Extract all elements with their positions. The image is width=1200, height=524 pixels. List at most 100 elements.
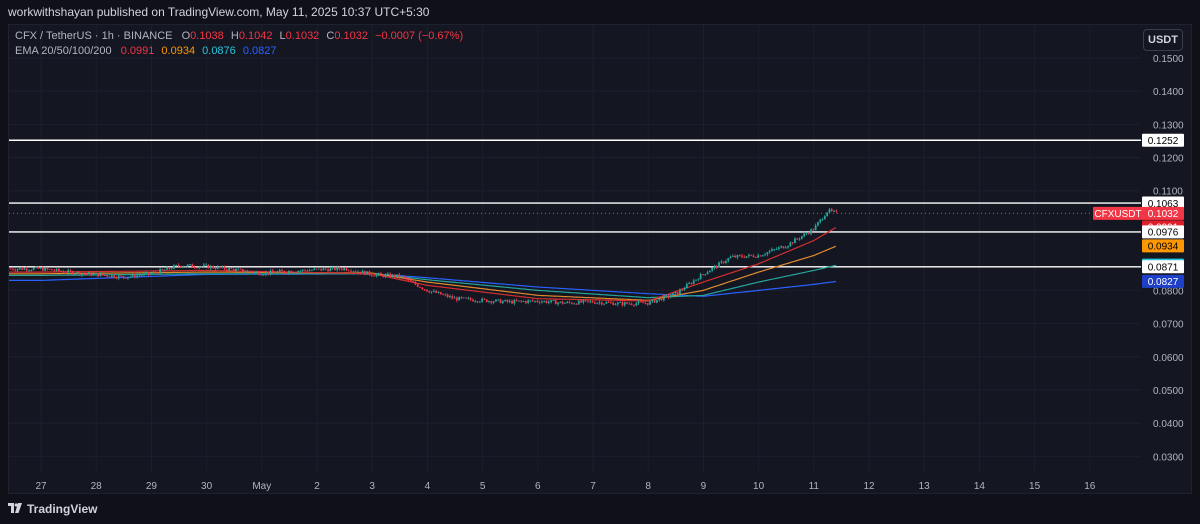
candle-body <box>736 255 739 258</box>
candle-body <box>800 236 803 239</box>
price-label-bg <box>1142 239 1184 253</box>
candle-body <box>71 271 74 275</box>
candle-body <box>561 301 564 304</box>
candle-body <box>407 279 410 281</box>
candle-body <box>41 267 44 271</box>
candle-body <box>216 266 219 269</box>
candle-body <box>384 274 387 277</box>
candle-body <box>780 246 783 248</box>
x-tick-label: 13 <box>919 481 931 492</box>
candle-body <box>138 275 141 277</box>
candle-body <box>485 299 488 303</box>
candle-body <box>504 300 507 302</box>
price-label: 0.0827 <box>1142 274 1184 288</box>
ohlc-open-value: 0.1038 <box>190 30 224 42</box>
price-chart[interactable]: 0.1500 0.1400 0.1300 0.1200 0.1100 0.0800 0.07… <box>9 25 1191 493</box>
candle-body <box>120 275 122 277</box>
y-tick-label: 0.0700 <box>1153 320 1184 331</box>
candle-body <box>460 296 463 298</box>
candle-body <box>789 242 792 246</box>
price-label-bg <box>1093 206 1143 220</box>
candle-body <box>244 271 247 273</box>
candle-body <box>524 301 527 303</box>
candle-body <box>170 268 173 270</box>
candle-body <box>258 271 260 275</box>
candle-body <box>446 294 449 298</box>
candle-body <box>396 274 398 278</box>
candle-body <box>794 238 796 244</box>
candle-body <box>39 267 42 269</box>
candle-body <box>821 219 824 221</box>
candle-body <box>16 269 19 271</box>
candle-body <box>474 301 477 303</box>
candle-body <box>577 300 580 305</box>
candle-body <box>223 266 226 270</box>
currency-button[interactable]: USDT <box>1143 29 1183 51</box>
candle-body <box>651 299 654 302</box>
candle-body <box>21 268 24 270</box>
candle-body <box>513 300 516 304</box>
candle-body <box>99 273 102 277</box>
candle-body <box>274 272 277 273</box>
candle-body <box>782 246 785 249</box>
candle-body <box>124 277 127 279</box>
price-label-text: 0.1063 <box>1148 199 1179 210</box>
symbol-info[interactable]: CFX / TetherUS · 1h · BINANCE <box>15 30 173 42</box>
price-label-bg <box>1142 196 1184 210</box>
candle-body <box>798 238 801 240</box>
candle-body <box>400 276 403 278</box>
price-label-text: 0.0934 <box>1148 242 1179 253</box>
candle-body <box>389 273 392 278</box>
candle-body <box>159 269 162 274</box>
candle-body <box>101 273 104 276</box>
candle-body <box>391 274 394 278</box>
candle-body <box>729 256 732 259</box>
candle-body <box>331 267 334 269</box>
candle-body <box>690 283 693 284</box>
candle-body <box>168 267 171 269</box>
candle-body <box>748 254 750 257</box>
candle-body <box>626 302 628 304</box>
candle-body <box>531 300 534 302</box>
candle-body <box>596 302 599 304</box>
candle-body <box>495 299 497 302</box>
candle-body <box>428 291 431 293</box>
tradingview-logo-icon <box>8 503 22 513</box>
candle-body <box>108 276 111 278</box>
y-tick-label: 0.1500 <box>1153 54 1184 65</box>
candle-body <box>830 209 833 211</box>
candle-body <box>191 264 194 268</box>
candle-body <box>702 274 704 275</box>
candle-body <box>543 300 546 302</box>
candle-body <box>83 273 86 275</box>
candle-body <box>720 261 723 263</box>
x-tick-label: 9 <box>701 481 707 492</box>
candle-body <box>253 271 256 273</box>
price-label-bg <box>1142 133 1184 147</box>
chart-area[interactable]: 0.1500 0.1400 0.1300 0.1200 0.1100 0.0800 0.07… <box>8 24 1192 494</box>
candle-body <box>393 274 396 278</box>
candle-body <box>826 212 829 217</box>
candle-body <box>209 266 212 269</box>
plot-background <box>9 25 1191 493</box>
candle-body <box>472 299 474 302</box>
candle-body <box>791 242 794 244</box>
candle-body <box>235 268 237 272</box>
ema-label[interactable]: EMA 20/50/100/200 <box>15 45 112 57</box>
candle-body <box>23 268 26 270</box>
candle-body <box>113 275 116 278</box>
candle-body <box>639 301 642 303</box>
candle-body <box>688 283 691 285</box>
candle-body <box>522 301 525 303</box>
candle-body <box>196 267 198 269</box>
candle-body <box>12 268 14 270</box>
candle-body <box>511 300 513 304</box>
ohlc-close-value: 0.1032 <box>334 30 368 42</box>
price-label-text: 0.1032 <box>1148 209 1179 220</box>
candle-body <box>136 275 139 278</box>
candle-body <box>239 268 242 270</box>
candle-body <box>478 301 481 303</box>
candle-body <box>823 216 826 220</box>
candle-body <box>547 301 550 303</box>
candle-body <box>476 301 479 303</box>
